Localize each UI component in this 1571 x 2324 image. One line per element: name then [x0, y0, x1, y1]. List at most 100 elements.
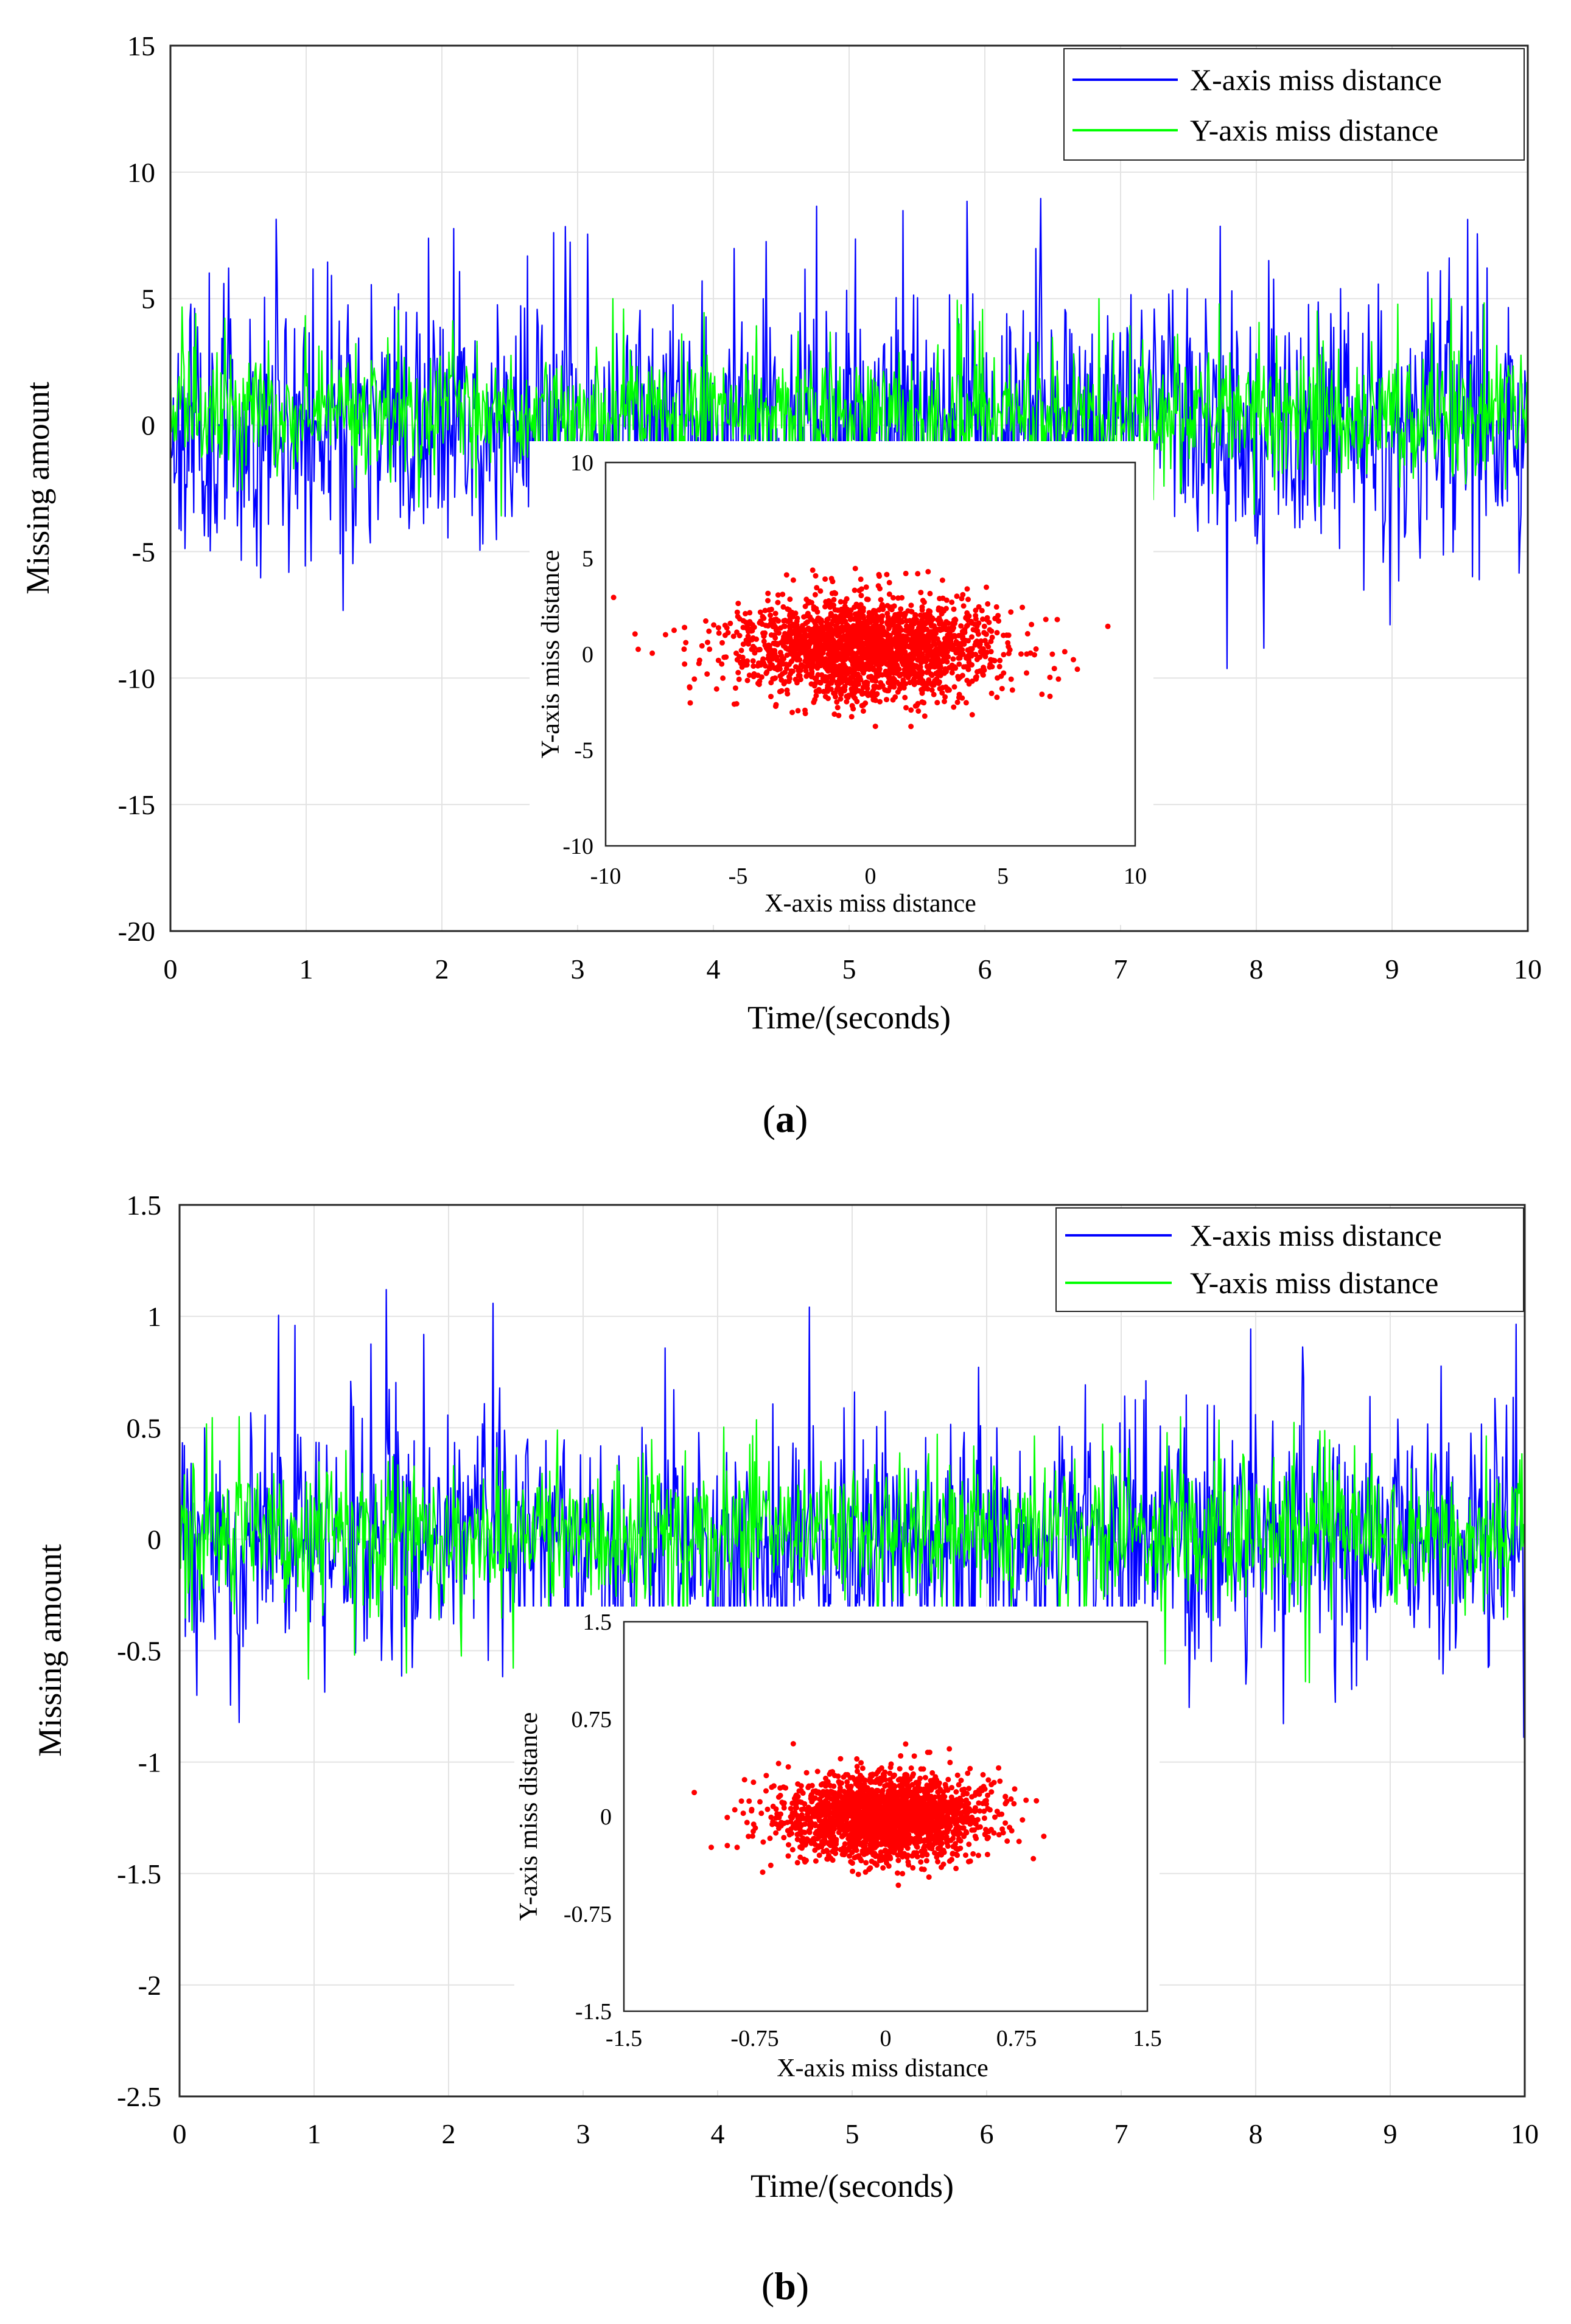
scatter-point: [757, 609, 763, 615]
scatter-point: [825, 644, 831, 651]
scatter-point: [812, 1847, 818, 1853]
scatter-point: [797, 657, 803, 663]
scatter-point: [853, 643, 859, 649]
scatter-point: [837, 663, 843, 669]
scatter-point: [940, 1848, 946, 1854]
scatter-point: [985, 1792, 991, 1798]
scatter-point: [976, 641, 982, 647]
scatter-point: [929, 1770, 936, 1776]
scatter-point: [886, 1849, 892, 1854]
scatter-point: [852, 587, 858, 593]
scatter-point: [802, 633, 808, 639]
scatter-point: [1001, 670, 1007, 676]
scatter-point: [794, 1832, 800, 1838]
scatter-point: [737, 633, 743, 638]
x-tick-label: 7: [1114, 2118, 1128, 2149]
scatter-point: [929, 1786, 935, 1792]
scatter-point: [935, 1858, 941, 1865]
scatter-point: [817, 680, 824, 686]
scatter-point: [1016, 1838, 1022, 1844]
scatter-point: [727, 620, 733, 626]
scatter-point: [812, 1821, 818, 1827]
scatter-point: [931, 623, 937, 629]
scatter-point: [845, 1846, 851, 1852]
x-tick-label: 0: [164, 954, 178, 985]
scatter-point: [943, 1784, 949, 1790]
scatter-point: [917, 1788, 923, 1794]
scatter-point: [834, 699, 840, 705]
scatter-point: [918, 1859, 924, 1865]
scatter-point: [1033, 646, 1039, 652]
scatter-point: [750, 643, 756, 649]
y-tick-label: 0.5: [127, 1412, 162, 1443]
scatter-point: [977, 1808, 983, 1814]
scatter-point: [929, 687, 935, 693]
scatter-point: [789, 1815, 795, 1821]
scatter-point: [866, 1787, 871, 1793]
scatter-point: [682, 624, 688, 630]
scatter-point: [912, 672, 918, 678]
scatter-point: [874, 1777, 880, 1783]
scatter-point: [931, 691, 937, 697]
scatter-point: [996, 1765, 1002, 1771]
scatter-point: [903, 1816, 909, 1823]
scatter-point: [895, 1870, 900, 1876]
panel-b-caption: (b): [761, 2264, 809, 2308]
y-tick-label: -1: [138, 1747, 161, 1778]
scatter-point: [917, 1775, 923, 1781]
scatter-point: [839, 657, 844, 663]
scatter-point: [824, 676, 830, 682]
scatter-point: [799, 1799, 805, 1806]
x-tick-label: 9: [1385, 954, 1399, 985]
scatter-point: [724, 625, 730, 631]
scatter-point: [867, 638, 873, 644]
scatter-point: [820, 637, 827, 642]
scatter-point: [886, 1863, 892, 1869]
scatter-point: [903, 570, 909, 576]
scatter-point: [824, 1824, 830, 1829]
scatter-point: [775, 592, 781, 598]
scatter-point: [858, 650, 864, 656]
y-tick-label: -1.5: [117, 1858, 161, 1890]
scatter-point: [1002, 1801, 1009, 1807]
scatter-point: [857, 1782, 863, 1788]
scatter-point: [994, 630, 1000, 636]
scatter-point: [946, 639, 952, 645]
scatter-point: [781, 1835, 787, 1841]
scatter-point: [940, 625, 946, 631]
scatter-point: [766, 652, 772, 658]
scatter-point: [973, 652, 979, 657]
scatter-point: [830, 579, 836, 585]
scatter-point: [707, 646, 713, 652]
scatter-point: [941, 656, 947, 662]
y-tick-label: 5: [141, 284, 155, 315]
scatter-point: [853, 1844, 858, 1850]
panel-b-x-axis-title: Time/(seconds): [751, 2168, 954, 2204]
inset-x-tick-label: 1.5: [1133, 2026, 1162, 2051]
scatter-point: [858, 1831, 864, 1837]
scatter-point: [715, 625, 721, 631]
scatter-point: [942, 1794, 948, 1799]
scatter-point: [1020, 1817, 1026, 1823]
scatter-point: [788, 1806, 794, 1812]
scatter-point: [840, 1823, 846, 1829]
scatter-point: [912, 1786, 918, 1792]
scatter-point: [751, 1821, 757, 1827]
scatter-point: [915, 1805, 922, 1811]
scatter-point: [987, 1807, 993, 1813]
scatter-point: [787, 596, 793, 602]
scatter-point: [873, 661, 879, 667]
scatter-point: [939, 578, 945, 583]
scatter-point: [783, 572, 789, 578]
scatter-point: [873, 692, 879, 698]
scatter-point: [724, 1815, 730, 1821]
inset-x-tick-label: -0.75: [730, 2026, 779, 2051]
scatter-point: [805, 1807, 811, 1813]
scatter-point: [792, 1825, 799, 1831]
scatter-point: [963, 700, 969, 706]
scatter-point: [996, 663, 1002, 669]
scatter-point: [965, 638, 971, 644]
inset-y-tick-label: 0: [582, 642, 593, 668]
inset-y-tick-label: -10: [562, 834, 593, 859]
scatter-point: [767, 1835, 773, 1841]
